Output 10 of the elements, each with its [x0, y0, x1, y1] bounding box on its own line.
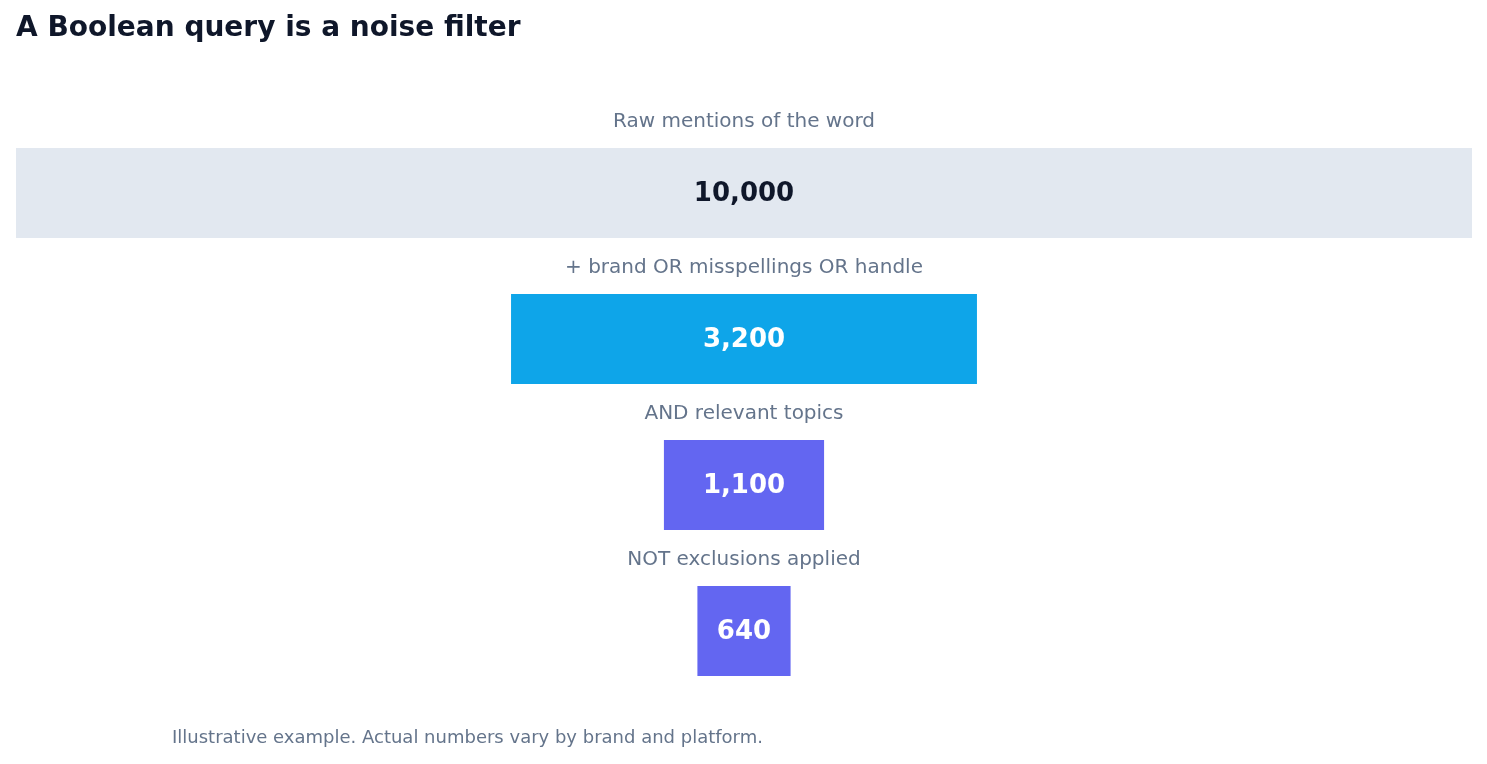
text: Illustrative example. Actual numbers vary by brand and platform. [172, 726, 763, 747]
text: A Boolean query is a noise filter [16, 10, 521, 43]
category-label: + brand OR misspellings OR handle [565, 254, 923, 278]
data-label: 3,200 [702, 323, 786, 353]
category-label: AND relevant topics [644, 400, 844, 424]
data-label: 1,100 [702, 469, 786, 499]
data-label: 640 [716, 615, 772, 645]
category-label: NOT exclusions applied [627, 546, 861, 570]
data-label: 10,000 [693, 177, 795, 207]
category-label: Raw mentions of the word [613, 108, 875, 132]
